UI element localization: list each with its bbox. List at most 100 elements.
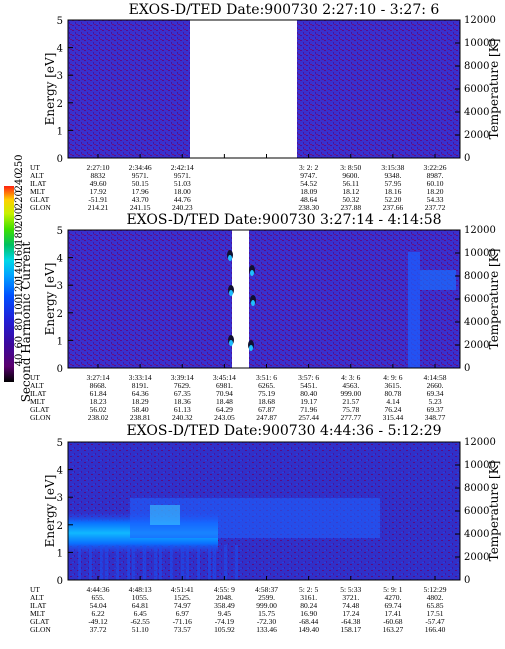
table-cell: 50.15	[132, 179, 149, 188]
y2-tick-label: 4000	[464, 107, 489, 118]
colorbar-tick: 120	[14, 279, 25, 298]
colorbar-tick: 250	[14, 154, 25, 173]
table-cell: 43.70	[132, 195, 149, 204]
table-cell: 6.22	[91, 609, 104, 618]
y2-tick-label: 6000	[464, 84, 489, 95]
vertical-streak	[197, 545, 200, 580]
table-cell: 5451.	[300, 381, 317, 390]
table-cell: 9571.	[132, 171, 149, 180]
table-cell: -72.30	[257, 617, 277, 626]
table-row-label: ALT	[30, 171, 44, 180]
table-cell: 80.24	[300, 601, 317, 610]
spectrogram-background	[68, 230, 460, 368]
y-tick-label: 0	[57, 576, 63, 587]
table-row-label: GLON	[30, 203, 51, 212]
table-row-label: ILAT	[30, 601, 47, 610]
vertical-streak	[143, 545, 146, 580]
table-cell: 238.81	[130, 413, 151, 422]
vertical-streak	[154, 545, 157, 580]
table-cell: 3:45:14	[213, 373, 236, 382]
vertical-streak	[89, 545, 92, 580]
table-cell: 3: 2: 2	[299, 163, 318, 172]
table-cell: 64.81	[132, 601, 149, 610]
table-cell: 69.37	[427, 405, 444, 414]
table-cell: 60.10	[427, 179, 444, 188]
table-cell: 163.27	[383, 625, 404, 634]
table-cell: 9600.	[342, 171, 359, 180]
table-cell: 277.77	[340, 413, 361, 422]
table-cell: 4:51:41	[171, 585, 194, 594]
table-row-label: UT	[30, 163, 40, 172]
table-row-label: GLAT	[30, 405, 50, 414]
y2-tick-label: 12000	[464, 225, 496, 236]
y-tick-label: 5	[57, 16, 63, 27]
panel-1: EXOS-D/TED Date:900730 2:27:10 - 3:27: 6…	[30, 2, 501, 212]
table-cell: 4: 9: 6	[383, 373, 402, 382]
table-cell: 243.05	[214, 413, 235, 422]
table-cell: 4.14	[386, 397, 399, 406]
gap-edge-highlight	[251, 300, 255, 306]
table-cell: 3:27:14	[87, 373, 110, 382]
table-cell: 1055.	[132, 593, 149, 602]
y-tick-label: 2	[57, 99, 63, 110]
table-row-label: ILAT	[30, 179, 47, 188]
y-tick-label: 0	[57, 154, 63, 165]
gap-edge-highlight	[250, 270, 254, 276]
y2-tick-label: 6000	[464, 506, 489, 517]
table-row-label: UT	[30, 373, 40, 382]
table-cell: 237.88	[340, 203, 361, 212]
table-cell: 241.15	[130, 203, 151, 212]
colorbar-tick: 220	[14, 190, 25, 209]
vertical-streak	[186, 545, 189, 580]
y-tick-label: 2	[57, 521, 63, 532]
vertical-streak	[105, 545, 108, 580]
y2-tick-label: 8000	[464, 61, 489, 72]
y2-tick-label: 10000	[464, 38, 496, 49]
table-cell: 58.40	[132, 405, 149, 414]
y-axis-label: Energy [eV]	[43, 263, 57, 336]
table-cell: 65.85	[427, 601, 444, 610]
colorbar-tick: 60	[14, 336, 25, 349]
colorbar-scale	[4, 186, 14, 382]
vertical-streak	[132, 545, 135, 580]
table-cell: -64.38	[341, 617, 361, 626]
table-cell: 52.20	[384, 195, 401, 204]
y2-tick-label: 2000	[464, 340, 489, 351]
table-cell: 5: 5:33	[340, 585, 361, 594]
y2-tick-label: 10000	[464, 248, 496, 259]
table-cell: 240.32	[172, 413, 193, 422]
vertical-streak	[235, 545, 238, 580]
table-cell: 105.92	[214, 625, 235, 634]
y2-tick-label: 12000	[464, 437, 496, 448]
y2-tick-label: 4000	[464, 317, 489, 328]
table-cell: 8668.	[90, 381, 107, 390]
table-cell: 7629.	[174, 381, 191, 390]
colorbar-tick: 140	[14, 261, 25, 280]
table-cell: 74.97	[174, 601, 191, 610]
table-cell: -62.55	[130, 617, 150, 626]
table-cell: 19.17	[300, 397, 317, 406]
table-cell: 1525.	[174, 593, 191, 602]
table-cell: 3721.	[342, 593, 359, 602]
table-cell: 61.84	[90, 389, 107, 398]
y2-tick-label: 2000	[464, 552, 489, 563]
table-cell: 6981.	[216, 381, 233, 390]
table-cell: 4:48:13	[129, 585, 152, 594]
table-cell: 2660.	[427, 381, 444, 390]
table-cell: 17.41	[384, 609, 401, 618]
panel-2: EXOS-D/TED Date:900730 3:27:14 - 4:14:58…	[30, 212, 501, 422]
vertical-streak	[100, 545, 103, 580]
vertical-streak	[170, 545, 173, 580]
table-cell: 3:39:14	[171, 373, 194, 382]
y2-tick-label: 2000	[464, 130, 489, 141]
table-cell: 69.74	[384, 601, 401, 610]
data-gap	[232, 229, 249, 369]
table-cell: 73.57	[174, 625, 191, 634]
table-cell: 21.57	[342, 397, 359, 406]
table-cell: 8832	[91, 171, 106, 180]
table-row-label: GLAT	[30, 195, 50, 204]
vertical-streak	[116, 545, 119, 580]
table-row-label: MLT	[30, 609, 46, 618]
colorbar-label: Second Harmonic Current	[19, 242, 33, 403]
